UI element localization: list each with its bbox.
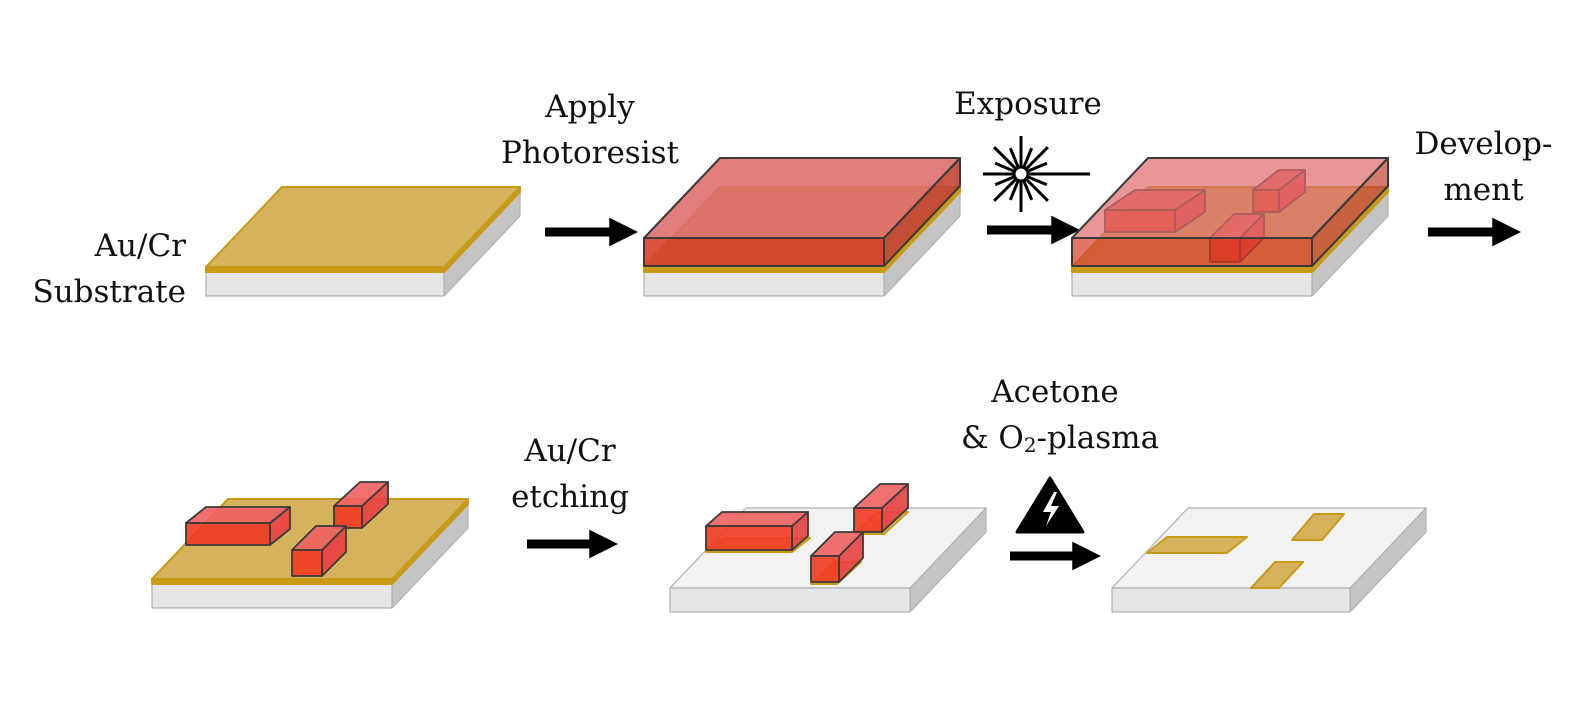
gold-pattern-b [1291,513,1345,541]
substrate-front [1111,587,1351,613]
gold-pattern-a [1146,536,1248,554]
apply-photoresist-label-line2: Photoresist [501,135,679,171]
acetone-label-line1: Acetone [991,374,1119,410]
substrate-front [1071,271,1313,297]
development-label-line1: Develop- [1414,126,1553,162]
substrate-front [151,583,393,609]
gold-pattern-c [1250,561,1304,589]
gold-layer-front [151,578,393,585]
resist-block-b-front [333,505,363,529]
step5-etched [669,483,987,613]
gold-layer-front [643,266,885,273]
lightning-bolt [1043,492,1059,526]
gold-layer-front [1071,266,1313,273]
resist-block-a-top [185,506,291,524]
resist-block-a-front [185,522,271,546]
substrate-front [205,271,445,297]
o2-subscript: 2 [1023,433,1037,457]
high-voltage-warning-icon [1015,476,1085,534]
step1-substrate [205,186,521,297]
step6-final-pattern [1111,507,1427,613]
acetone-plasma-label-line2: & O2-plasma [925,420,1195,457]
substrate-label-line2: Substrate [32,274,186,310]
resist-block-b-front [853,507,883,533]
core [1012,165,1030,183]
etching-label-line2: etching [511,479,629,515]
exposure-label: Exposure [954,86,1102,122]
development-label-line2: ment [1443,172,1524,208]
step3-exposure [1071,157,1389,297]
step2-photoresist [643,157,961,297]
resist-block-a-top [705,511,809,527]
etching-label-line1: Au/Cr [524,433,616,469]
resist-block-a-front [705,525,793,551]
apply-photoresist-label-line1: Apply [545,89,635,125]
photoresist-layer-front [643,237,885,267]
substrate-label-line1: Au/Cr [94,228,186,264]
resist-block-c-front [291,549,323,577]
acetone-prefix: & O [960,420,1024,456]
step4-developed [151,481,469,609]
acetone-suffix: -plasma [1036,420,1160,456]
photoresist-layer-front [1071,237,1313,267]
laser-starburst-icon [983,136,1090,212]
resist-block-c-front [810,555,840,583]
gold-layer-front [205,266,445,273]
substrate-front [643,271,885,297]
substrate-front [669,587,911,613]
